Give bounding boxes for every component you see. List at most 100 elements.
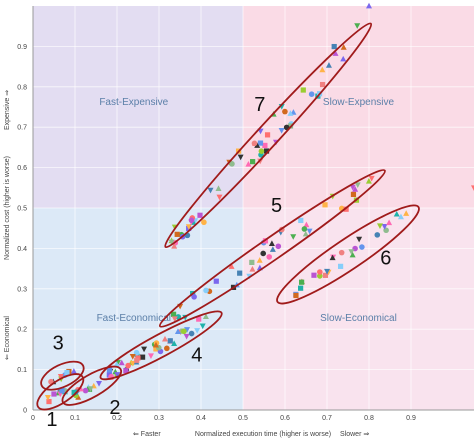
data-point bbox=[258, 148, 265, 154]
data-point bbox=[257, 140, 264, 146]
data-point bbox=[106, 367, 113, 373]
x-tick-label: 0.7 bbox=[322, 415, 332, 422]
x-axis-label: Normalized execution time (higher is wor… bbox=[195, 431, 331, 438]
cluster-ellipse bbox=[276, 204, 420, 305]
data-point bbox=[185, 224, 192, 230]
data-point bbox=[322, 202, 328, 208]
data-point bbox=[381, 223, 388, 230]
data-point bbox=[213, 278, 219, 284]
data-point bbox=[114, 359, 121, 366]
cluster-ellipse bbox=[61, 365, 123, 406]
data-point bbox=[325, 62, 332, 68]
data-point bbox=[71, 389, 77, 396]
data-point bbox=[257, 158, 264, 165]
data-point bbox=[167, 338, 173, 344]
quadrant-label: Slow-Economical bbox=[320, 313, 397, 324]
data-point bbox=[376, 223, 383, 230]
data-point bbox=[229, 161, 235, 167]
cluster-ellipse bbox=[99, 310, 223, 381]
data-point bbox=[298, 217, 304, 224]
data-point bbox=[125, 362, 131, 369]
data-point bbox=[308, 91, 315, 98]
data-point bbox=[171, 340, 178, 347]
x-tick-label: 0.3 bbox=[154, 415, 164, 422]
data-point bbox=[134, 357, 140, 363]
data-point bbox=[237, 270, 243, 276]
data-point bbox=[256, 257, 263, 263]
data-point bbox=[366, 2, 372, 9]
data-point bbox=[340, 55, 347, 62]
data-point bbox=[216, 194, 223, 201]
y-tick-label: 0.1 bbox=[17, 367, 27, 374]
data-point bbox=[266, 254, 273, 260]
data-point bbox=[393, 210, 400, 217]
cluster-rings bbox=[36, 22, 420, 411]
data-point bbox=[129, 354, 136, 360]
data-point bbox=[113, 361, 120, 367]
data-point bbox=[171, 316, 178, 323]
data-point bbox=[317, 269, 323, 275]
data-point bbox=[352, 186, 359, 192]
data-point bbox=[168, 239, 175, 246]
data-point bbox=[64, 369, 70, 376]
cluster-ellipse bbox=[164, 22, 373, 249]
quadrant-label: Slow-Expensive bbox=[323, 97, 395, 108]
cluster-number: 7 bbox=[254, 94, 265, 116]
y-axis-labels: ⇐ Economical Normalized cost (higher is w… bbox=[4, 90, 11, 360]
data-point bbox=[118, 359, 125, 366]
data-point bbox=[319, 66, 326, 73]
data-point bbox=[397, 213, 404, 220]
data-point bbox=[403, 210, 410, 216]
data-point bbox=[354, 23, 361, 29]
data-point bbox=[153, 346, 159, 352]
data-point bbox=[263, 148, 270, 154]
data-point bbox=[338, 249, 345, 256]
data-point bbox=[188, 217, 195, 224]
data-point bbox=[249, 259, 255, 265]
quadrant-background bbox=[33, 208, 243, 410]
x-tick-label: 0.1 bbox=[70, 415, 80, 422]
data-point bbox=[152, 341, 159, 348]
data-point bbox=[202, 313, 209, 320]
data-point bbox=[57, 374, 64, 380]
data-point bbox=[298, 285, 304, 291]
data-point bbox=[237, 154, 244, 161]
data-point bbox=[260, 250, 267, 257]
quadrant-background bbox=[243, 208, 474, 410]
y-axis-label: Normalized cost (higher is worse) bbox=[4, 156, 11, 260]
data-point bbox=[374, 232, 381, 238]
data-point bbox=[349, 251, 356, 258]
data-point bbox=[123, 368, 129, 374]
data-point bbox=[184, 327, 191, 333]
y-tick-label: 0.2 bbox=[17, 327, 27, 334]
data-point bbox=[337, 263, 344, 269]
data-point bbox=[188, 330, 195, 337]
data-point bbox=[164, 345, 170, 352]
data-point bbox=[331, 43, 337, 50]
data-point bbox=[275, 243, 282, 250]
data-point bbox=[319, 81, 326, 88]
data-point bbox=[44, 395, 51, 401]
data-point bbox=[181, 328, 187, 335]
data-point bbox=[348, 249, 355, 255]
y-tick-label: 0.7 bbox=[17, 125, 27, 132]
data-point bbox=[203, 287, 209, 294]
x-axis-label-right: Slower ⇒ bbox=[340, 431, 369, 438]
data-point bbox=[340, 44, 347, 50]
data-point bbox=[59, 388, 65, 394]
data-point bbox=[322, 272, 329, 278]
data-point bbox=[262, 142, 268, 149]
cluster-ellipse bbox=[36, 373, 85, 411]
data-point bbox=[207, 187, 214, 194]
x-tick-label: 0.8 bbox=[364, 415, 374, 422]
data-point bbox=[183, 333, 190, 340]
y-tick-label: 0.5 bbox=[17, 206, 27, 213]
x-tick-label: 0.2 bbox=[112, 415, 122, 422]
data-point bbox=[197, 212, 203, 218]
data-point bbox=[82, 387, 89, 394]
data-point bbox=[368, 175, 375, 182]
cluster-number: 4 bbox=[191, 345, 202, 367]
data-point bbox=[70, 368, 77, 374]
